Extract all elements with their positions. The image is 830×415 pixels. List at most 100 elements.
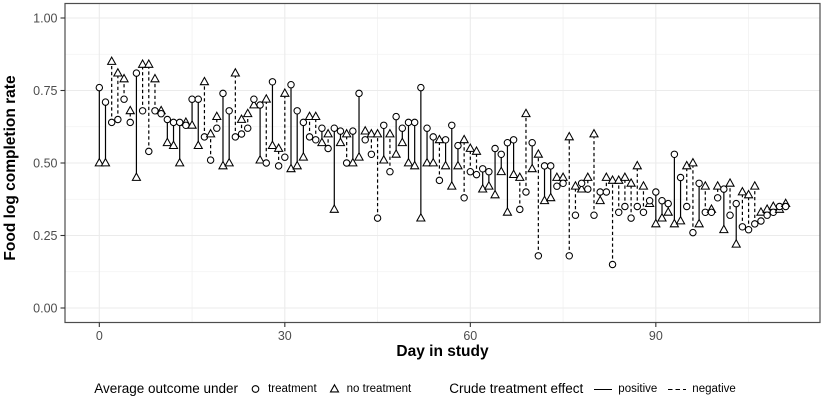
- no-treatment-triangle-icon: [329, 383, 340, 393]
- treatment-point: [454, 141, 462, 150]
- treatment-point: [206, 156, 215, 164]
- treatment-point: [163, 115, 172, 124]
- no-treatment-point: [354, 151, 364, 161]
- treatment-point: [213, 124, 221, 132]
- no-treatment-point: [230, 67, 241, 77]
- treatment-point: [713, 194, 722, 202]
- no-treatment-point: [619, 172, 630, 181]
- treatment-point: [262, 159, 270, 167]
- treatment-point: [478, 165, 487, 173]
- treatment-point: [120, 95, 128, 103]
- no-treatment-point: [514, 172, 525, 181]
- treatment-point: [509, 136, 518, 144]
- treatment-point: [608, 260, 617, 269]
- treatment-point: [312, 136, 320, 144]
- treatment-point: [689, 228, 697, 237]
- treatment-point: [194, 95, 202, 103]
- no-treatment-point: [224, 157, 235, 167]
- treatment-point: [274, 162, 283, 170]
- treatment-point: [349, 127, 357, 135]
- treatment-circle-icon: [251, 385, 260, 393]
- treatment-point: [169, 118, 178, 127]
- no-treatment-point: [112, 67, 123, 77]
- treatment-point: [157, 109, 165, 118]
- treatment-point: [225, 107, 233, 115]
- treatment-point: [546, 162, 555, 170]
- no-treatment-point: [527, 163, 538, 173]
- treatment-point: [664, 199, 672, 208]
- no-treatment-point: [446, 180, 457, 190]
- no-treatment-point: [632, 160, 643, 170]
- y-tick-label: 0.25: [33, 229, 57, 243]
- no-treatment-point: [360, 125, 371, 135]
- no-treatment-point: [453, 160, 463, 170]
- no-treatment-point: [273, 143, 284, 152]
- treatment-point: [299, 118, 308, 127]
- treatment-point: [367, 150, 376, 159]
- treatment-point: [639, 208, 648, 217]
- treatment-point: [188, 95, 196, 103]
- no-treatment-point: [403, 157, 414, 167]
- no-treatment-point: [459, 134, 470, 144]
- legend-key-treatment: treatment: [248, 381, 317, 396]
- no-treatment-point: [236, 114, 247, 123]
- no-treatment-point: [174, 157, 185, 167]
- treatment-point: [577, 179, 586, 188]
- no-treatment-point: [211, 111, 222, 121]
- no-treatment-point: [490, 189, 501, 199]
- no-treatment-point: [687, 157, 698, 167]
- treatment-point: [250, 95, 258, 103]
- legend-outcome-title: Average outcome under: [94, 381, 239, 396]
- treatment-point: [392, 112, 400, 121]
- no-treatment-point: [601, 172, 612, 181]
- no-treatment-point: [125, 105, 136, 115]
- no-treatment-point: [397, 137, 408, 147]
- treatment-point: [781, 202, 790, 211]
- treatment-point: [386, 167, 394, 176]
- no-treatment-point: [607, 174, 618, 184]
- y-tick-label: 0.75: [33, 84, 57, 98]
- no-treatment-point: [582, 172, 593, 181]
- treatment-point: [305, 133, 314, 141]
- treatment-point: [590, 211, 598, 219]
- no-treatment-point: [384, 128, 395, 138]
- no-treatment-point: [106, 56, 117, 65]
- no-treatment-point: [725, 177, 735, 187]
- treatment-point: [738, 223, 747, 231]
- treatment-point: [256, 101, 264, 109]
- no-treatment-point: [712, 180, 723, 190]
- treatment-point: [404, 118, 413, 127]
- no-treatment-point: [168, 140, 179, 150]
- legend-label-treatment: treatment: [268, 382, 317, 395]
- no-treatment-point: [743, 189, 754, 199]
- positive-solid-line-icon: [594, 388, 613, 390]
- no-treatment-point: [694, 218, 705, 228]
- no-treatment-point: [261, 93, 272, 103]
- treatment-point: [485, 167, 493, 176]
- no-treatment-point: [267, 140, 278, 150]
- treatment-point: [448, 121, 456, 130]
- no-treatment-point: [298, 151, 309, 161]
- treatment-point: [670, 150, 679, 159]
- treatment-point: [757, 217, 765, 225]
- treatment-point: [559, 179, 567, 188]
- no-treatment-point: [657, 212, 667, 222]
- no-treatment-point: [570, 180, 581, 190]
- plot-svg: 0 30 60 90 0.00 0.25 0.50 0.75 1.00: [33, 2, 821, 343]
- legend-key-no-treatment: no treatment: [327, 381, 411, 396]
- no-treatment-point: [143, 58, 154, 68]
- no-treatment-point: [131, 172, 142, 181]
- treatment-point: [676, 173, 685, 182]
- treatment-point: [138, 107, 147, 115]
- no-treatment-point: [94, 157, 105, 167]
- treatment-point: [95, 83, 104, 92]
- treatment-point: [243, 124, 252, 132]
- no-treatment-point: [502, 206, 513, 216]
- no-treatment-point: [521, 108, 531, 118]
- treatment-point: [540, 162, 549, 170]
- no-treatment-point: [119, 73, 129, 83]
- treatment-point: [281, 153, 289, 161]
- no-treatment-point: [508, 169, 519, 179]
- no-treatment-point: [187, 119, 198, 129]
- treatment-point: [398, 124, 407, 132]
